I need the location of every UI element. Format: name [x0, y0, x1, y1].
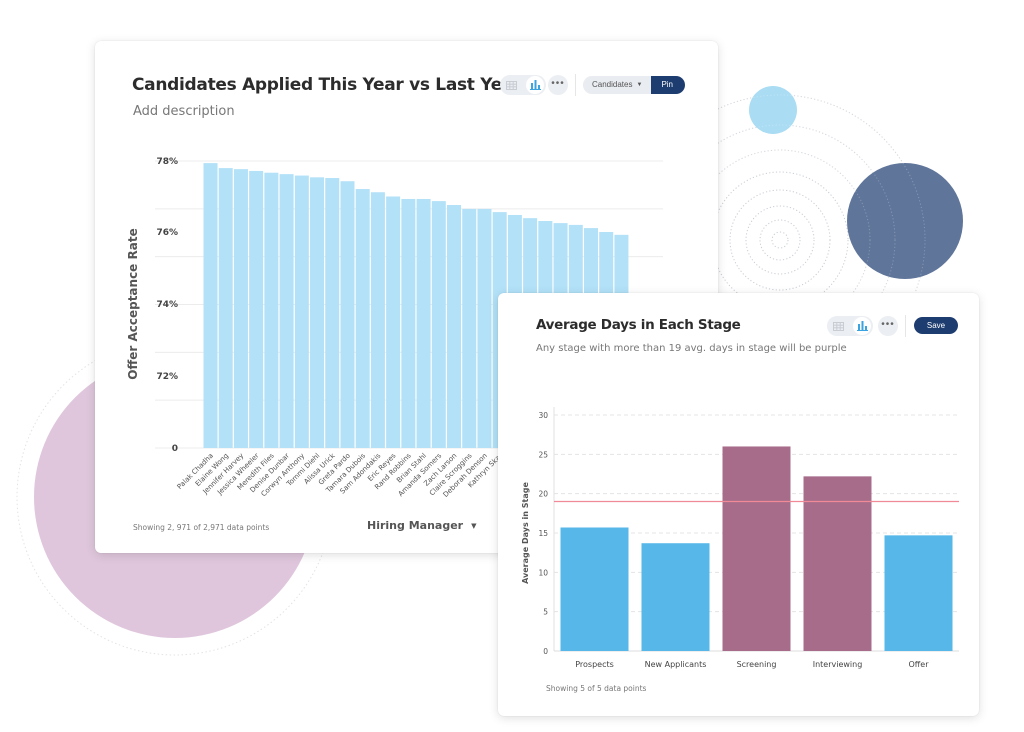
grid-icon: [832, 321, 844, 331]
bar: [340, 181, 355, 449]
data-points-note: Showing 5 of 5 data points: [546, 684, 647, 693]
candidates-dropdown-label: Candidates: [592, 80, 633, 89]
dotted-ring: [745, 205, 815, 275]
days-in-stage-card: 0 5 10 15 20 25 30 Average Days in Stage Prospec…: [498, 293, 979, 716]
bar: [370, 192, 385, 448]
card-title: Candidates Applied This Year vs Last Yea…: [132, 75, 522, 95]
table-view-button[interactable]: [502, 76, 520, 94]
x-tick-label: Screening: [737, 660, 777, 669]
bar: [641, 543, 710, 651]
bar: [431, 201, 446, 448]
dotted-ring: [759, 219, 801, 261]
card-title: Average Days in Each Stage: [536, 317, 741, 333]
bar: [447, 205, 462, 448]
x-tick-label: Interviewing: [813, 660, 863, 669]
light-blue-circle: [749, 86, 797, 134]
candidates-pin-control: Candidates ▼ Pin: [583, 76, 685, 94]
bar: [218, 168, 233, 448]
chart-view-button[interactable]: [853, 317, 871, 335]
view-toggle: [827, 316, 873, 336]
dotted-ring: [634, 94, 926, 386]
y-tick-label: 0: [172, 444, 178, 454]
bar: [233, 169, 248, 449]
bar: [279, 174, 294, 448]
days-in-stage-chart: 0 5 10 15 20 25 30 Average Days in Stage Prospec…: [521, 407, 959, 669]
x-tick-label: Prospects: [575, 660, 614, 669]
more-options-button[interactable]: •••: [878, 316, 898, 336]
bar: [203, 163, 218, 448]
dotted-ring: [771, 231, 789, 249]
bar: [325, 178, 340, 449]
y-tick-label: 72%: [156, 372, 178, 382]
bar: [386, 196, 401, 448]
data-points-note: Showing 2, 971 of 2,971 data points: [133, 523, 270, 532]
y-tick-label: 76%: [156, 228, 178, 238]
y-tick-label: 74%: [156, 300, 178, 310]
card-description[interactable]: Any stage with more than 19 avg. days in…: [536, 343, 847, 354]
y-tick-label: 78%: [156, 157, 178, 167]
x-tick-label: Offer: [908, 660, 929, 669]
y-axis-label: Offer Acceptance Rate: [126, 228, 140, 379]
chevron-down-icon: ▼: [471, 522, 477, 530]
group-by-label: Hiring Manager: [367, 519, 464, 532]
bar: [249, 170, 264, 448]
bar: [264, 172, 279, 448]
chevron-down-icon: ▼: [636, 82, 643, 88]
dotted-ring: [729, 189, 831, 291]
more-options-button[interactable]: •••: [548, 75, 568, 95]
bar: [355, 189, 370, 449]
bar: [884, 535, 953, 651]
bar: [722, 446, 791, 651]
group-by-dropdown[interactable]: Hiring Manager ▼: [367, 519, 476, 532]
toolbar-divider: [575, 74, 576, 96]
bar: [310, 177, 325, 448]
view-toggle: [500, 75, 546, 95]
dotted-ring: [711, 171, 849, 309]
bar: [462, 208, 477, 448]
grid-icon: [505, 80, 517, 90]
y-tick-label: 20: [538, 490, 548, 499]
bar: [477, 208, 492, 448]
toolbar-divider: [905, 315, 906, 337]
add-description[interactable]: Add description: [133, 104, 235, 119]
bar: [803, 476, 872, 651]
dark-blue-circle: [847, 163, 963, 279]
y-tick-label: 15: [538, 529, 548, 538]
y-tick-label: 0: [543, 647, 548, 656]
y-tick-label: 5: [543, 608, 548, 617]
y-tick-label: 25: [538, 450, 548, 459]
pin-button[interactable]: Pin: [651, 76, 685, 94]
bar: [416, 198, 431, 448]
bar: [560, 527, 629, 651]
bar: [294, 175, 309, 448]
save-button[interactable]: Save: [914, 317, 958, 334]
candidates-dropdown[interactable]: Candidates ▼: [583, 76, 652, 94]
y-tick-label: 30: [538, 411, 548, 420]
bar-chart-icon: [856, 321, 868, 331]
table-view-button[interactable]: [829, 317, 847, 335]
bar: [401, 198, 416, 448]
chart-view-button[interactable]: [526, 76, 544, 94]
bar-chart-icon: [529, 80, 541, 90]
y-tick-label: 10: [538, 568, 548, 577]
x-tick-label: New Applicants: [645, 660, 707, 669]
y-axis-label: Average Days in Stage: [521, 482, 530, 584]
